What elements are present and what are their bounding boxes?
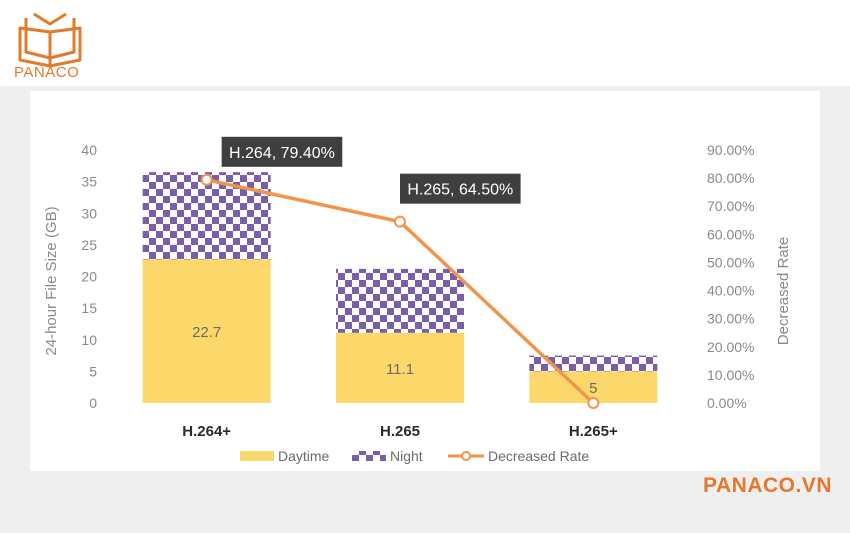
bar-night [142,172,271,260]
y-tick-label: 10 [81,332,97,348]
y-axis-title: 24-hour File Size (GB) [43,206,60,355]
callout-box [400,173,521,204]
bar-night [336,268,464,333]
bar-data-label: 5 [589,380,597,397]
y2-tick-label: 10.00% [707,367,754,383]
legend-swatch-night [352,451,386,461]
y2-axis-title: Decreased Rate [775,237,792,345]
bar-data-label: 22.7 [192,324,221,341]
callout-box [221,136,343,167]
y-tick-label: 30 [81,205,97,221]
legend-label: Night [390,448,423,464]
y2-tick-label: 50.00% [707,254,754,270]
legend-line-marker [461,451,471,461]
y-tick-label: 5 [89,363,97,379]
y-tick-label: 40 [81,142,97,158]
legend-swatch-daytime [240,451,274,461]
bars: 22.7 11.1 5 [142,172,658,403]
legend-label: Decreased Rate [488,448,589,464]
y-tick-label: 35 [81,174,97,190]
x-tick-label: H.265+ [569,423,618,440]
chart-card: 0 5 10 15 20 25 30 35 40 0.00% 10.00% 20.00% 30.00%… [30,91,820,471]
rate-point [587,397,600,409]
bar-data-label: 11.1 [386,361,414,378]
bar-daytime [336,332,464,403]
decreased-rate-line [200,173,600,409]
y2-tick-label: 60.00% [707,226,754,242]
y2-tick-label: 70.00% [707,198,754,214]
y-tick-label: 25 [81,237,97,253]
y-tick-label: 20 [81,269,97,285]
watermark-text: PANACO.VN [703,474,832,497]
y2-tick-label: 90.00% [707,142,754,158]
chart: 0 5 10 15 20 25 30 35 40 0.00% 10.00% 20.00% 30.00%… [43,136,792,464]
brand-logo-text: PANACO [14,64,80,81]
y2-tick-label: 20.00% [707,339,754,355]
book-logo-icon [18,12,82,68]
x-axis-labels: H.264+ H.265 H.265+ [182,423,618,440]
callouts: H.264, 79.40% H.265, 64.50% [221,136,521,204]
y-axis-right: 0.00% 10.00% 20.00% 30.00% 40.00% 50.00% 60.00… [707,142,754,411]
y-axis-left: 0 5 10 15 20 25 30 35 40 [81,142,97,411]
bar-daytime [142,259,271,403]
y-tick-label: 15 [81,300,97,316]
x-tick-label: H.264+ [182,423,231,440]
rate-point [200,173,213,186]
bar-night [529,355,658,372]
y2-tick-label: 30.00% [707,311,754,327]
x-tick-label: H.265 [380,423,420,440]
callout-label: H.265, 64.50% [407,182,513,199]
y2-tick-label: 40.00% [707,283,754,299]
legend-label: Daytime [278,448,330,464]
y-tick-label: 0 [89,395,97,411]
header-band [0,0,850,86]
legend: Daytime Night Decreased Rate [240,448,589,464]
rate-point [394,215,406,228]
y2-tick-label: 80.00% [707,170,754,186]
callout-label: H.264, 79.40% [229,145,335,162]
y2-tick-label: 0.00% [707,395,747,411]
